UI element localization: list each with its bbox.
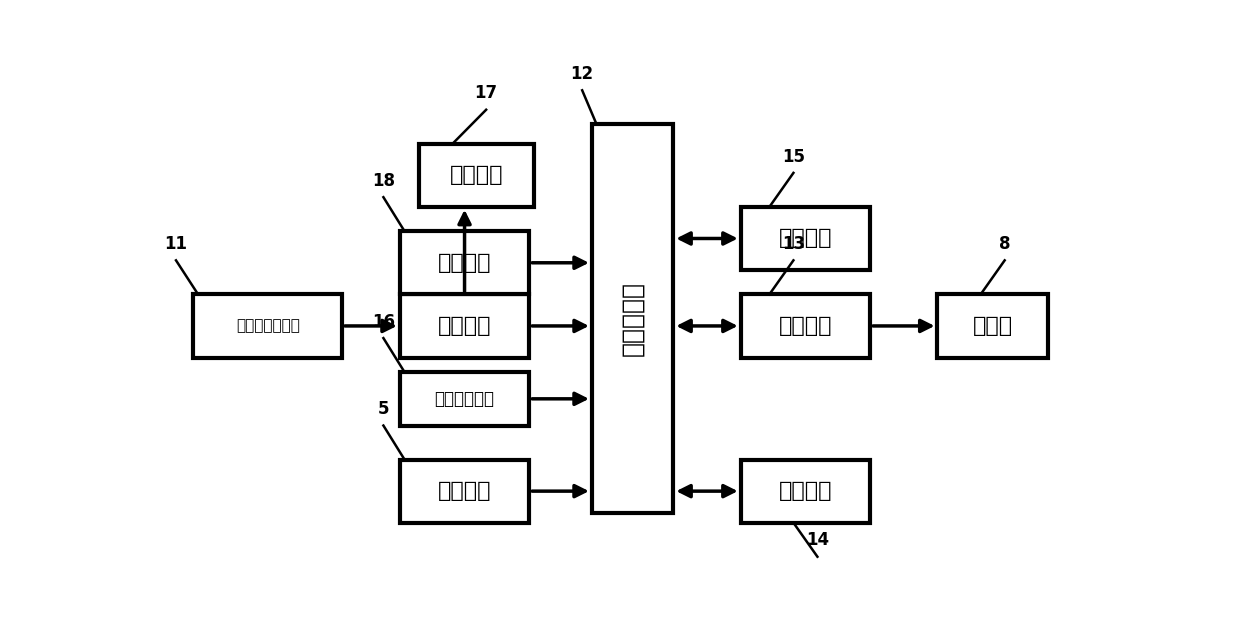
Text: 13: 13 bbox=[782, 235, 805, 253]
Bar bbox=[400, 372, 529, 425]
Text: 微处理器: 微处理器 bbox=[437, 316, 492, 336]
Text: 18: 18 bbox=[372, 172, 395, 190]
Text: 8: 8 bbox=[999, 235, 1011, 253]
Text: 11: 11 bbox=[165, 235, 187, 253]
Bar bbox=[741, 207, 870, 270]
Text: 17: 17 bbox=[475, 85, 498, 102]
Text: 15: 15 bbox=[782, 148, 805, 165]
Text: 发热管: 发热管 bbox=[973, 316, 1012, 336]
Text: 无线通讯模块: 无线通讯模块 bbox=[435, 390, 494, 408]
Text: 定时模块: 定时模块 bbox=[778, 481, 833, 501]
Text: 人机界面: 人机界面 bbox=[778, 228, 833, 249]
Text: 温控模块: 温控模块 bbox=[778, 316, 833, 336]
Bar bbox=[741, 294, 870, 358]
Text: 温度检测传感器: 温度检测传感器 bbox=[235, 319, 300, 333]
Bar bbox=[400, 459, 529, 522]
Text: 驱动电机: 驱动电机 bbox=[437, 481, 492, 501]
Text: 智能模块: 智能模块 bbox=[437, 253, 492, 273]
Text: 14: 14 bbox=[805, 531, 829, 550]
Bar bbox=[400, 294, 529, 358]
Bar bbox=[938, 294, 1048, 358]
Text: 中央处理器: 中央处理器 bbox=[621, 281, 644, 356]
Text: 电源模块: 电源模块 bbox=[450, 165, 503, 186]
Text: 12: 12 bbox=[571, 65, 593, 83]
Text: 5: 5 bbox=[378, 400, 389, 418]
Text: 16: 16 bbox=[372, 313, 395, 331]
Bar bbox=[592, 124, 674, 513]
Bar bbox=[400, 231, 529, 294]
Bar bbox=[193, 294, 342, 358]
Bar bbox=[419, 144, 534, 207]
Bar bbox=[741, 459, 870, 522]
